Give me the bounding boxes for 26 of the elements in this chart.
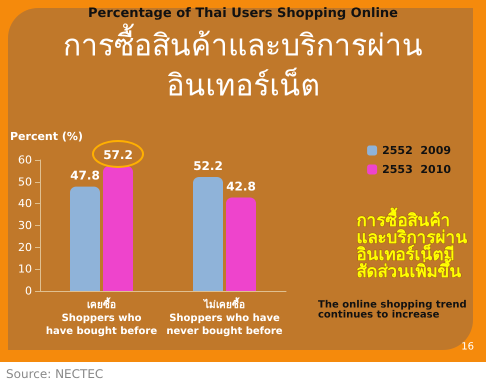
- y-tick-label: 40: [18, 197, 32, 210]
- data-label: 42.8: [226, 180, 256, 194]
- bar: [226, 198, 256, 291]
- data-label: 47.8: [70, 168, 100, 183]
- legend-label: 2553 2010: [382, 163, 452, 176]
- text: 16: [461, 342, 474, 352]
- y-tick-label: 30: [18, 219, 32, 232]
- y-tick-label: 60: [18, 154, 32, 166]
- bar: [70, 186, 100, 291]
- y-axis-title: Percent (%): [10, 130, 83, 143]
- legend-label: 2552 2009: [382, 144, 451, 157]
- chart-subtitle: การซื้อสินค้าและบริการผ่าน อินเทอร์เน็ต: [63, 24, 423, 104]
- data-label: 57.2: [103, 148, 133, 162]
- y-tick-label: 50: [18, 175, 32, 188]
- data-label: 52.2: [193, 159, 223, 174]
- bar: [193, 177, 223, 291]
- chart-title: Percentage of Thai Users Shopping Online: [88, 6, 398, 21]
- bar: [103, 166, 133, 291]
- x-tick-label: เคยซื้อ Shoppers who have bought before: [46, 297, 158, 337]
- y-tick-label: 20: [18, 240, 32, 254]
- text: The online shopping trend continues to increase: [318, 300, 467, 320]
- text: การซื้อสินค้า และบริการผ่าน อินเทอร์เน็ตมี สัดส่วนเพิ่มขึ้น: [356, 207, 468, 282]
- y-tick-label: 10: [18, 262, 32, 276]
- x-tick-label: ไม่เคยซื้อ Shoppers who have never bought before: [166, 297, 283, 337]
- y-tick-label: 0: [25, 284, 32, 298]
- source-note: Source: NECTEC: [6, 367, 104, 381]
